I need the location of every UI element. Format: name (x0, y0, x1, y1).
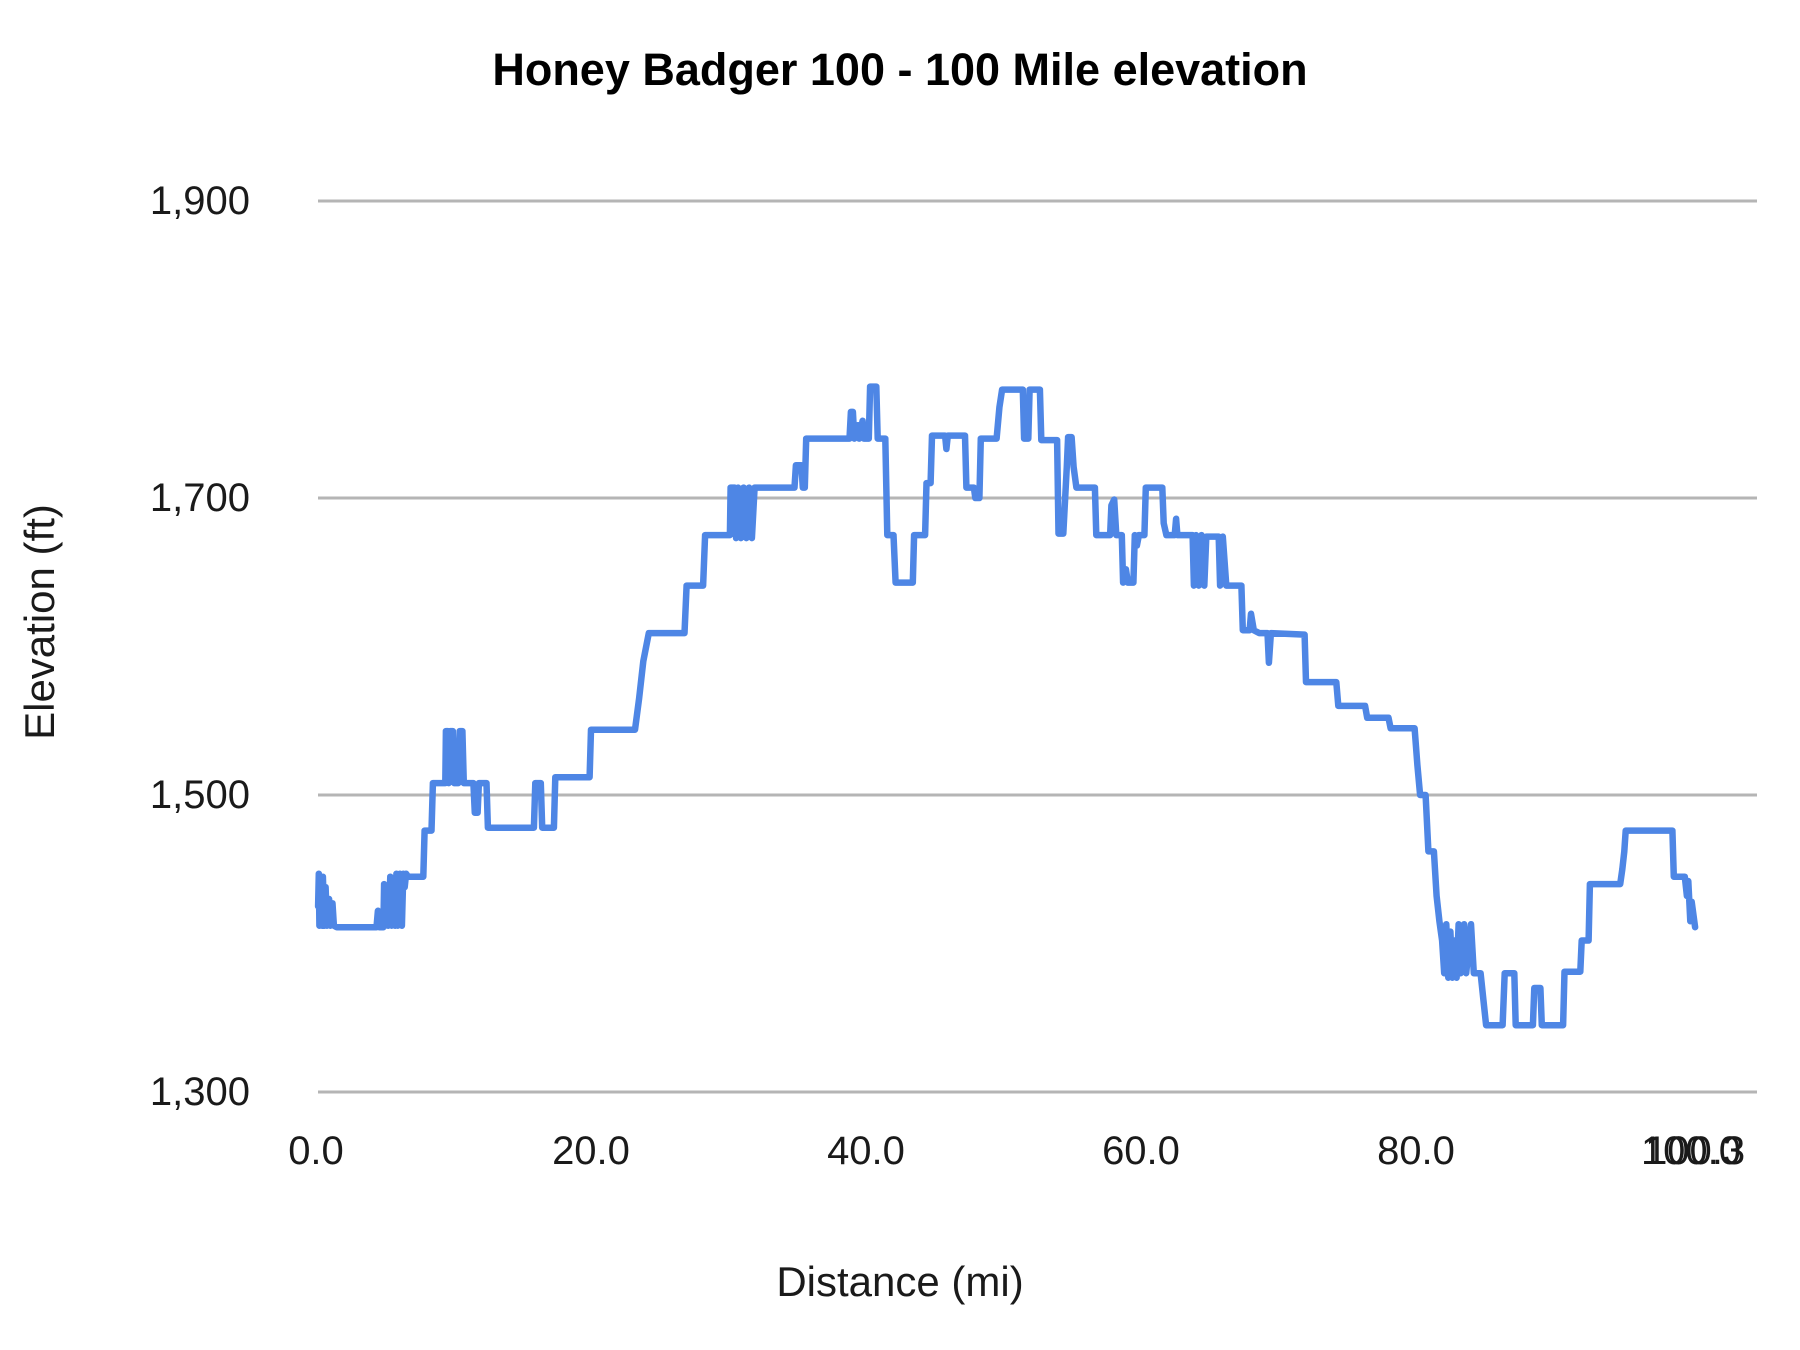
y-tick-label: 1,500 (149, 773, 250, 817)
x-tick-label: 60.0 (1102, 1129, 1180, 1173)
x-tick-label: 100.0 (1640, 1129, 1742, 1173)
elevation-line (314, 383, 1699, 1029)
x-tick-label: 0.0 (288, 1129, 344, 1173)
x-tick-label: 100.3 (1645, 1129, 1746, 1173)
x-tick-label: 40.0 (827, 1129, 905, 1173)
chart-title: Honey Badger 100 - 100 Mile elevation (492, 44, 1308, 95)
y-tick-label: 1,900 (149, 179, 250, 223)
y-tick-label: 1,700 (149, 476, 250, 520)
y-tick-label: 1,300 (149, 1070, 250, 1114)
x-axis-title: Distance (mi) (776, 1258, 1024, 1305)
x-tick-label: 20.0 (552, 1129, 630, 1173)
x-tick-label: 80.0 (1377, 1129, 1455, 1173)
